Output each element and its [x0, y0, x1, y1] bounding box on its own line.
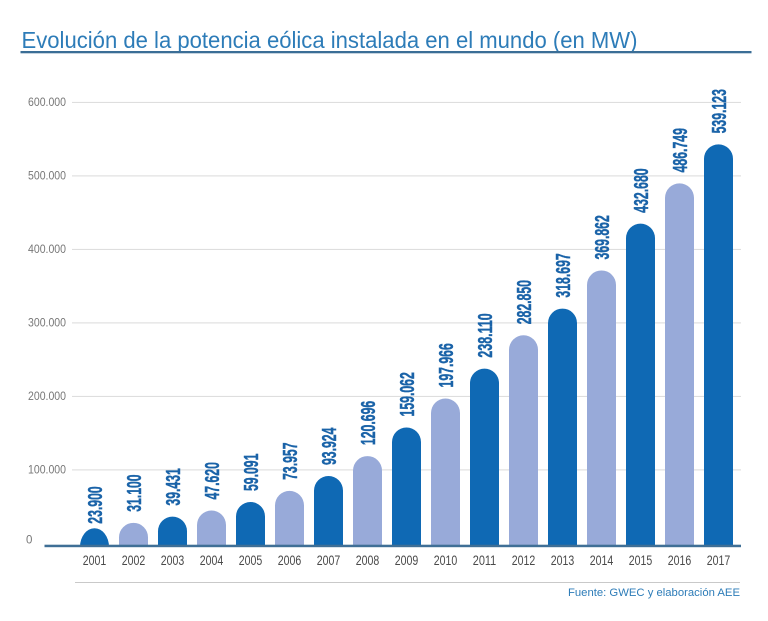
svg-text:2005: 2005 [239, 553, 263, 568]
svg-text:400.000: 400.000 [28, 244, 66, 256]
svg-text:93.924: 93.924 [319, 427, 341, 465]
svg-text:500.000: 500.000 [28, 171, 66, 183]
svg-text:200.000: 200.000 [28, 391, 66, 403]
svg-text:2006: 2006 [278, 553, 302, 568]
svg-text:197.966: 197.966 [436, 343, 458, 387]
svg-text:Fuente: GWEC y elaboración AEE: Fuente: GWEC y elaboración AEE [568, 587, 740, 599]
svg-text:39.431: 39.431 [163, 468, 185, 505]
svg-text:2012: 2012 [512, 553, 536, 568]
svg-text:0: 0 [26, 534, 32, 546]
svg-text:238.110: 238.110 [475, 313, 497, 357]
svg-text:2004: 2004 [200, 553, 224, 568]
svg-text:159.062: 159.062 [397, 372, 419, 416]
svg-text:2009: 2009 [395, 553, 419, 568]
svg-text:73.957: 73.957 [280, 443, 302, 480]
svg-text:2007: 2007 [317, 553, 341, 568]
svg-text:2014: 2014 [590, 553, 614, 568]
svg-text:318.697: 318.697 [553, 253, 575, 297]
svg-text:2013: 2013 [551, 553, 575, 568]
svg-text:47.620: 47.620 [202, 462, 224, 499]
svg-text:59.091: 59.091 [241, 454, 263, 491]
svg-text:2011: 2011 [473, 553, 497, 568]
svg-text:2017: 2017 [707, 553, 731, 568]
svg-text:31.100: 31.100 [124, 474, 146, 511]
svg-text:23.900: 23.900 [85, 486, 107, 523]
svg-text:486.749: 486.749 [670, 128, 692, 172]
svg-text:Evolución de la potencia eólic: Evolución de la potencia eólica instalad… [22, 27, 638, 53]
svg-text:539.123: 539.123 [709, 89, 731, 133]
svg-text:369.862: 369.862 [592, 215, 614, 259]
svg-text:432.680: 432.680 [631, 168, 653, 212]
svg-text:100.000: 100.000 [28, 465, 66, 477]
svg-text:282.850: 282.850 [514, 280, 536, 324]
svg-text:2015: 2015 [629, 553, 653, 568]
svg-text:2016: 2016 [668, 553, 692, 568]
svg-text:120.696: 120.696 [358, 401, 380, 445]
svg-text:2008: 2008 [356, 553, 380, 568]
svg-text:2002: 2002 [122, 553, 146, 568]
svg-text:300.000: 300.000 [28, 318, 66, 330]
svg-text:2010: 2010 [434, 553, 458, 568]
svg-text:600.000: 600.000 [28, 97, 66, 109]
svg-text:2001: 2001 [83, 553, 107, 568]
svg-text:2003: 2003 [161, 553, 185, 568]
